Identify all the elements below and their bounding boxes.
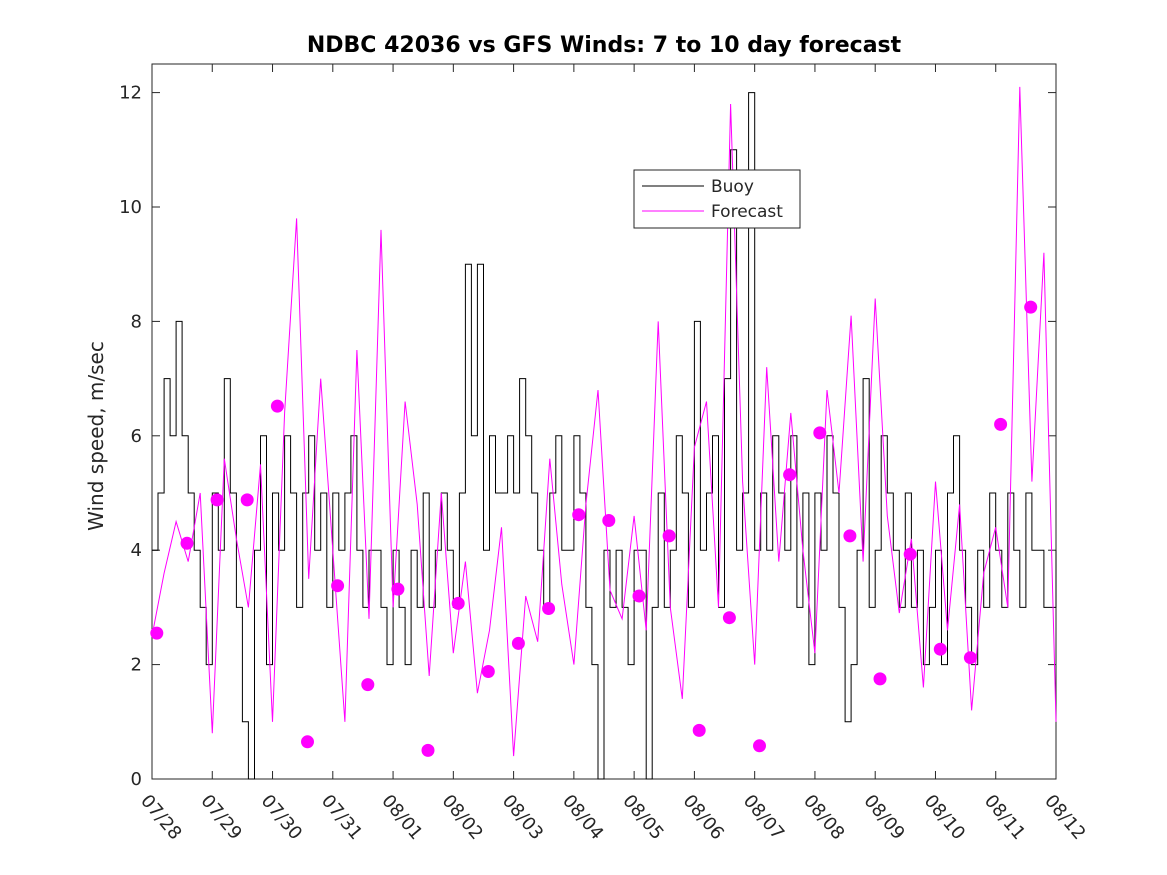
forecast-marker [632, 589, 646, 603]
forecast-marker [421, 743, 435, 757]
y-tick-label: 12 [119, 83, 142, 104]
forecast-marker [692, 723, 706, 737]
y-tick-label: 4 [131, 540, 142, 561]
series-line-forecast [151, 86, 1057, 757]
forecast-marker [602, 514, 616, 527]
y-tick-label: 2 [131, 655, 142, 676]
forecast-marker [451, 596, 465, 610]
legend-label-forecast: Forecast [711, 202, 783, 222]
forecast-marker [963, 651, 977, 665]
y-tick-label: 10 [119, 197, 142, 218]
forecast-marker [933, 642, 947, 656]
forecast-marker [903, 547, 917, 561]
y-tick-label: 0 [131, 769, 142, 790]
forecast-marker [572, 508, 586, 522]
forecast-marker [240, 493, 254, 507]
forecast-marker [994, 417, 1008, 431]
legend-box [633, 169, 801, 229]
y-axis-label: Wind speed, m/sec [84, 341, 108, 531]
legend-label-buoy: Buoy [711, 177, 754, 197]
forecast-marker [783, 468, 797, 482]
y-tick-label: 6 [131, 426, 142, 447]
forecast-marker [843, 529, 857, 543]
y-tick-label: 8 [131, 311, 142, 332]
forecast-marker [391, 582, 405, 596]
forecast-marker [180, 536, 194, 550]
forecast-marker [481, 665, 495, 678]
forecast-marker [511, 636, 525, 650]
forecast-marker [722, 611, 736, 625]
forecast-marker [331, 579, 345, 593]
forecast-marker [813, 426, 827, 440]
series-line-buoy [152, 92, 1057, 780]
legend: Buoy Forecast [633, 169, 801, 229]
forecast-marker [361, 678, 375, 692]
chart-title: NDBC 42036 vs GFS Winds: 7 to 10 day for… [307, 33, 902, 58]
forecast-marker [270, 399, 284, 413]
forecast-marker [542, 602, 556, 615]
forecast-marker [210, 493, 224, 507]
forecast-marker [301, 735, 314, 749]
forecast-marker [150, 626, 164, 640]
forecast-marker [873, 672, 887, 686]
forecast-marker [753, 739, 766, 753]
forecast-marker [1024, 300, 1038, 314]
forecast-marker [662, 529, 676, 543]
